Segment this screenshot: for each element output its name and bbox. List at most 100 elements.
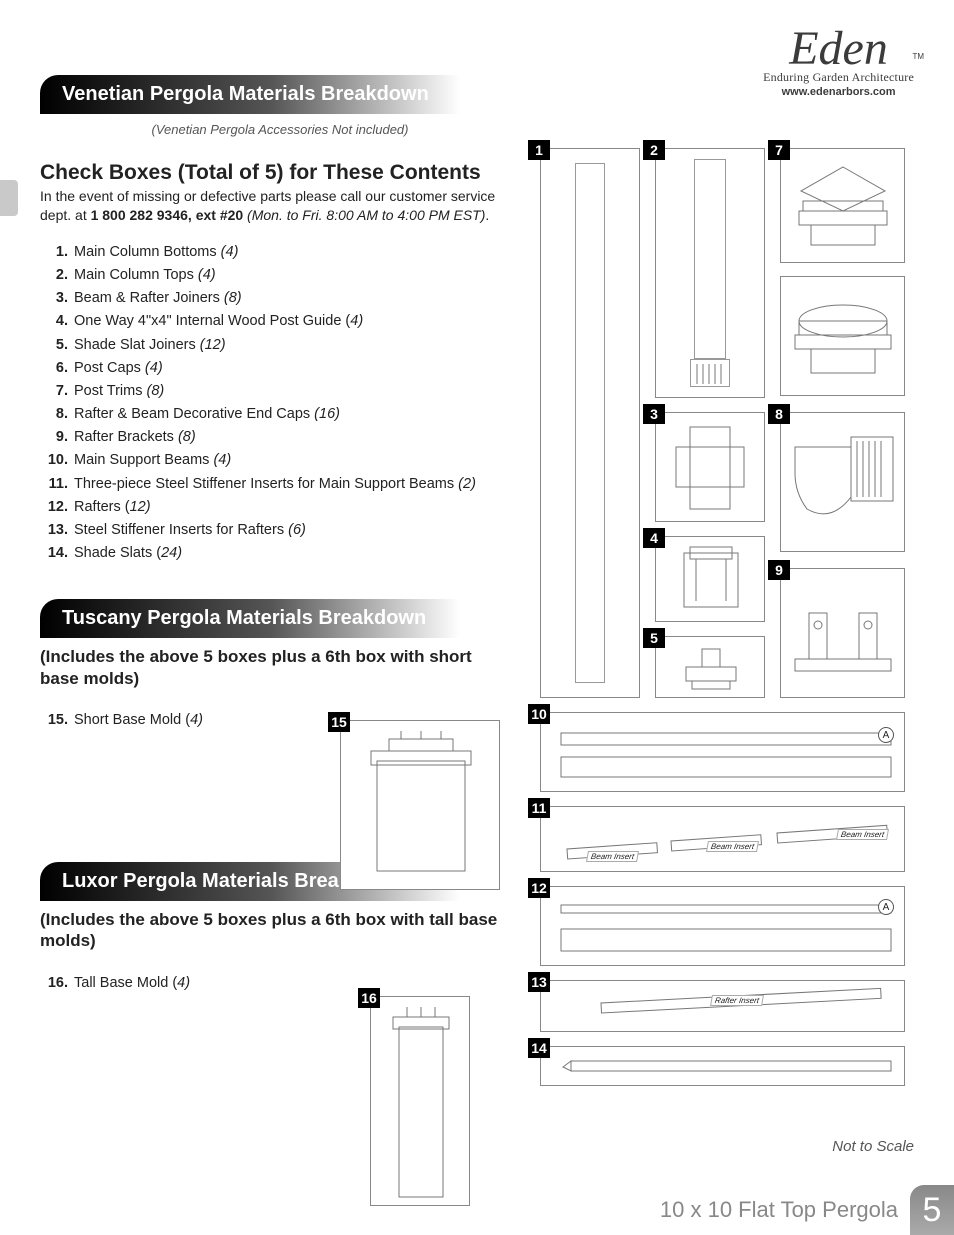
item-number: 16. bbox=[40, 972, 74, 995]
badge-11: 11 bbox=[528, 798, 550, 818]
item-qty: (2) bbox=[458, 476, 476, 492]
item-number: 12. bbox=[40, 496, 74, 519]
diagram-panel-11: Beam Insert Beam Insert Beam Insert bbox=[540, 806, 905, 872]
item-text: Tall Base Mold (4) bbox=[74, 972, 190, 995]
luxor-subhead: (Includes the above 5 boxes plus a 6th b… bbox=[40, 909, 510, 952]
brand-url: www.edenarbors.com bbox=[763, 86, 914, 98]
diagram-panel-10: A bbox=[540, 712, 905, 792]
item-qty: 4) bbox=[190, 712, 203, 728]
item-text: Main Column Bottoms (4) bbox=[74, 241, 238, 264]
item-text: Main Column Tops (4) bbox=[74, 264, 216, 287]
shape-post-trim bbox=[781, 277, 906, 397]
shape-shade-slat bbox=[541, 1047, 906, 1087]
item-number: 4. bbox=[40, 310, 74, 333]
item-label: Tall Base Mold ( bbox=[74, 975, 177, 991]
item-number: 11. bbox=[40, 473, 74, 496]
item-text: One Way 4"x4" Internal Wood Post Guide (… bbox=[74, 310, 363, 333]
shape-stiffener-beam bbox=[541, 807, 906, 873]
diagram-panel-2 bbox=[655, 148, 765, 398]
item-qty: (6) bbox=[288, 522, 306, 538]
shape-column-top-base bbox=[690, 359, 730, 387]
item-number: 13. bbox=[40, 519, 74, 542]
badge-4: 4 bbox=[643, 528, 665, 548]
item-text: Rafters (12) bbox=[74, 496, 151, 519]
check-hours: (Mon. to Fri. 8:00 AM to 4:00 PM EST) bbox=[243, 207, 485, 223]
beam-insert-label: Beam Insert bbox=[836, 829, 889, 840]
item-text: Shade Slat Joiners (12) bbox=[74, 334, 226, 357]
shape-post-guide bbox=[656, 537, 766, 623]
badge-7: 7 bbox=[768, 140, 790, 160]
item-text: Rafter Brackets (8) bbox=[74, 426, 196, 449]
item-text: Beam & Rafter Joiners (8) bbox=[74, 287, 242, 310]
footer-title: 10 x 10 Flat Top Pergola bbox=[660, 1197, 898, 1223]
not-to-scale-note: Not to Scale bbox=[832, 1138, 914, 1155]
badge-3: 3 bbox=[643, 404, 665, 424]
item-qty: (8) bbox=[178, 429, 196, 445]
shape-support-beam bbox=[541, 713, 906, 793]
shape-short-base-mold bbox=[341, 721, 501, 891]
diagram-panel-13: Rafter Insert bbox=[540, 980, 905, 1032]
item-number: 2. bbox=[40, 264, 74, 287]
item-number: 9. bbox=[40, 426, 74, 449]
page: EdenTM Enduring Garden Architecture www.… bbox=[0, 0, 954, 1235]
left-tab-decoration bbox=[0, 180, 18, 216]
shape-joiner bbox=[656, 413, 766, 523]
badge-13: 13 bbox=[528, 972, 550, 992]
beam-insert-label: Beam Insert bbox=[706, 841, 759, 852]
diagram-panel-12: A bbox=[540, 886, 905, 966]
item-qty: (4) bbox=[221, 244, 239, 260]
item-text: Three-piece Steel Stiffener Inserts for … bbox=[74, 473, 476, 496]
item-qty: (4) bbox=[145, 360, 163, 376]
item-qty: 24) bbox=[161, 545, 182, 561]
shape-stiffener-rafter bbox=[541, 981, 906, 1033]
item-number: 3. bbox=[40, 287, 74, 310]
diagram-area: 1 2 6 7 3 8 4 bbox=[520, 140, 910, 1115]
shape-tall-base-mold bbox=[371, 997, 471, 1207]
badge-12: 12 bbox=[528, 878, 550, 898]
beam-insert-label: Beam Insert bbox=[586, 851, 639, 862]
shape-column-bottom bbox=[575, 163, 605, 683]
check-phone: 1 800 282 9346, ext #20 bbox=[91, 207, 244, 223]
item-qty: 12) bbox=[130, 499, 151, 515]
brand-logo-tm: TM bbox=[912, 54, 924, 60]
diagram-panel-15 bbox=[340, 720, 500, 890]
diagram-panel-14 bbox=[540, 1046, 905, 1086]
item-qty: (4) bbox=[198, 267, 216, 283]
shape-rafter-bracket bbox=[781, 569, 906, 699]
item-text: Short Base Mold (4) bbox=[74, 709, 203, 732]
diagram-panel-5 bbox=[655, 636, 765, 698]
page-footer: 10 x 10 Flat Top Pergola 5 bbox=[0, 1185, 954, 1235]
item-text: Post Trims (8) bbox=[74, 380, 164, 403]
item-text: Main Support Beams (4) bbox=[74, 449, 231, 472]
diagram-panel-9 bbox=[780, 568, 905, 698]
item-number: 10. bbox=[40, 449, 74, 472]
lines-icon bbox=[691, 360, 731, 388]
item-qty: (8) bbox=[147, 383, 165, 399]
badge-9: 9 bbox=[768, 560, 790, 580]
item-text: Rafter & Beam Decorative End Caps (16) bbox=[74, 403, 340, 426]
check-dot: . bbox=[485, 207, 489, 223]
badge-16: 16 bbox=[358, 988, 380, 1008]
shape-column-top bbox=[694, 159, 726, 359]
diagram-panel-8 bbox=[780, 412, 905, 552]
shape-slat-joiner bbox=[656, 637, 766, 699]
a-marker: A bbox=[878, 727, 894, 743]
badge-14: 14 bbox=[528, 1038, 550, 1058]
badge-8: 8 bbox=[768, 404, 790, 424]
section-header-venetian: Venetian Pergola Materials Breakdown bbox=[40, 75, 460, 114]
shape-rafter bbox=[541, 887, 906, 967]
footer-page-number: 5 bbox=[910, 1185, 954, 1235]
diagram-panel-16 bbox=[370, 996, 470, 1206]
brand-logo-block: EdenTM Enduring Garden Architecture www.… bbox=[763, 30, 914, 98]
item-number: 6. bbox=[40, 357, 74, 380]
item-number: 1. bbox=[40, 241, 74, 264]
venetian-subnote: (Venetian Pergola Accessories Not includ… bbox=[80, 122, 480, 137]
item-number: 7. bbox=[40, 380, 74, 403]
brand-logo-text: Eden bbox=[789, 22, 888, 75]
section-header-tuscany: Tuscany Pergola Materials Breakdown bbox=[40, 599, 460, 638]
check-body: In the event of missing or defective par… bbox=[40, 187, 500, 225]
item-qty: (4) bbox=[213, 452, 231, 468]
diagram-panel-4 bbox=[655, 536, 765, 622]
badge-1: 1 bbox=[528, 140, 550, 160]
badge-5: 5 bbox=[643, 628, 665, 648]
